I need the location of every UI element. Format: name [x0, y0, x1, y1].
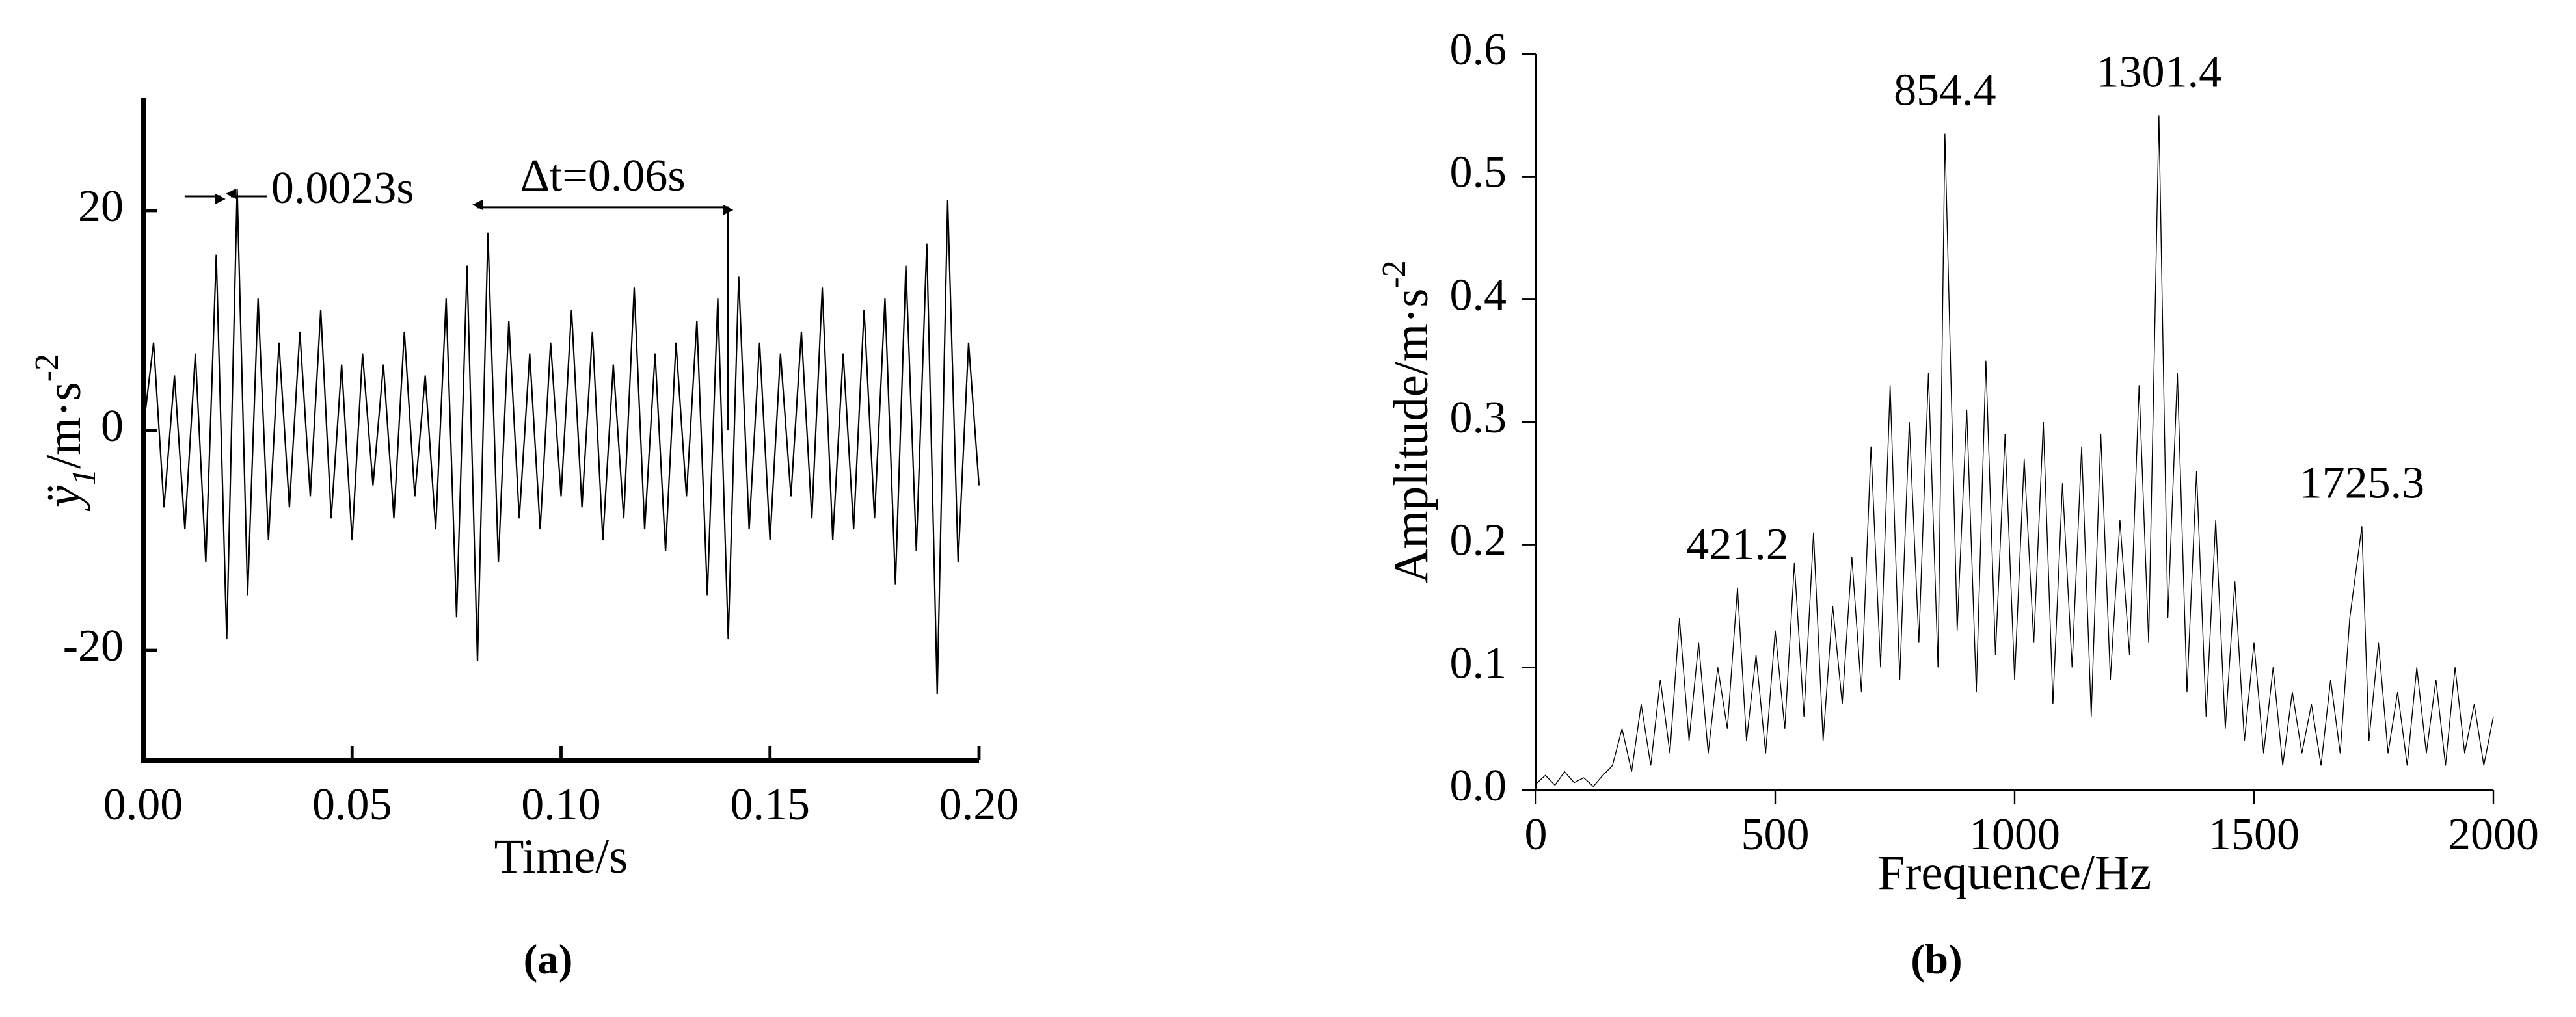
x-tick-label: 0: [1525, 810, 1548, 860]
y-tick-label: 0.2: [1450, 516, 1507, 566]
x-tick-label: 500: [1741, 810, 1810, 860]
annotation-label: 0.0023s: [271, 163, 414, 213]
y-label-symbol: ÿ: [37, 485, 91, 512]
x-tick-label: 0.05: [312, 780, 392, 830]
y-label-superscript: -2: [1376, 260, 1413, 288]
x-axis-label: Time/s: [494, 830, 628, 884]
y-tick-label: -20: [63, 621, 124, 671]
y-label-unit: /m·s: [37, 382, 91, 468]
panel-caption: (b): [1911, 936, 1962, 983]
peak-label: 1301.4: [2097, 47, 2222, 97]
x-tick-label: 0.15: [731, 780, 811, 830]
y-tick-label: 0: [101, 401, 124, 451]
y-label-subscript: 1: [66, 469, 103, 486]
x-tick-label: 2000: [2448, 810, 2539, 860]
x-tick-label: 0.20: [939, 780, 1019, 830]
y-tick-label: 0.3: [1450, 393, 1507, 443]
signal-line: [142, 189, 980, 694]
x-tick-label: 0.10: [521, 780, 601, 830]
y-tick-label: 0.4: [1450, 270, 1507, 320]
y-tick-label: 0.0: [1450, 761, 1507, 811]
y-tick-label: 20: [78, 181, 124, 231]
signal-line: [1535, 115, 2494, 787]
y-tick-label: 0.1: [1450, 638, 1507, 688]
peak-label: 1725.3: [2300, 458, 2425, 508]
peak-label: 854.4: [1894, 66, 1996, 116]
x-axis-label: Frequence/Hz: [1878, 846, 2152, 900]
panel-caption: (a): [524, 936, 573, 983]
peak-label: 421.2: [1686, 520, 1789, 570]
x-tick-label: 1500: [2208, 810, 2300, 860]
y-tick-label: 0.6: [1450, 25, 1507, 75]
x-tick-label: 1000: [1969, 810, 2060, 860]
y-label-unit: Amplitude/m·s: [1384, 289, 1438, 584]
y-axis-label: ÿ1/m·s-2: [29, 354, 103, 512]
x-tick-label: 0.00: [103, 780, 183, 830]
y-label-superscript: -2: [29, 354, 66, 382]
y-axis-label: Amplitude/m·s-2: [1376, 260, 1438, 583]
annotation-label: Δt=0.06s: [520, 151, 686, 201]
y-tick-label: 0.5: [1450, 148, 1507, 198]
